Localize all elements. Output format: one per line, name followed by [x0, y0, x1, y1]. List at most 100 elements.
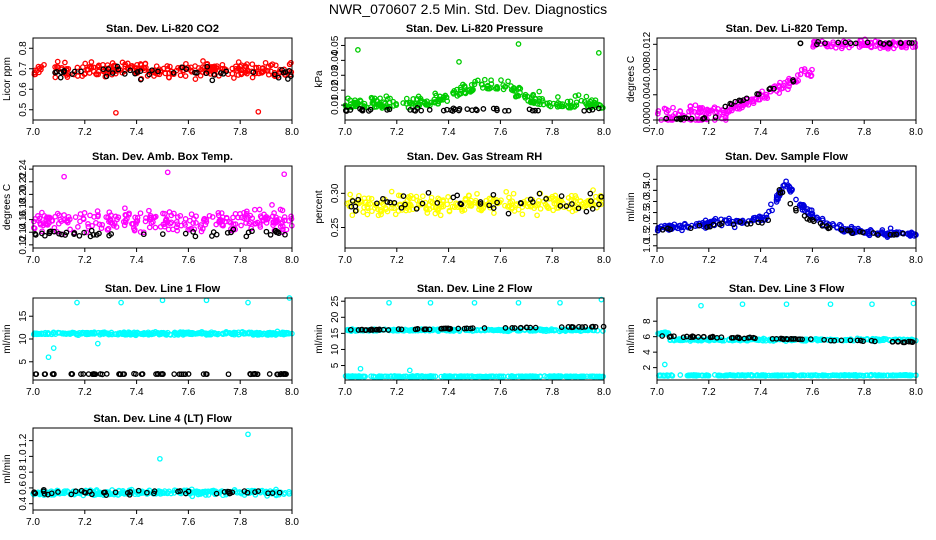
data-point	[468, 203, 475, 209]
data-point-reference	[569, 201, 575, 207]
x-tick-label: 7.6	[493, 255, 507, 266]
data-point	[122, 61, 128, 68]
data-point	[232, 221, 239, 227]
data-point-reference	[286, 67, 293, 74]
data-point	[202, 488, 209, 495]
x-tick-label: 7.0	[650, 387, 664, 398]
y-tick-label: 0.7	[18, 61, 29, 75]
data-point-reference	[906, 39, 913, 46]
data-point	[669, 372, 676, 379]
plot-frame	[32, 427, 293, 511]
x-tick-label: 7.4	[754, 255, 768, 266]
y-tick-label: 15	[18, 310, 29, 322]
data-point	[182, 73, 189, 79]
data-point-reference	[185, 371, 192, 377]
data-point	[81, 210, 88, 216]
data-point	[146, 224, 153, 231]
x-tick-label: 7.6	[805, 127, 819, 138]
data-point-reference	[535, 107, 541, 114]
data-point-reference	[480, 106, 487, 112]
y-tick-label: 2.5	[642, 205, 653, 219]
data-point	[505, 78, 511, 85]
data-point-reference	[849, 230, 856, 236]
data-point	[252, 491, 259, 498]
x-tick-label: 7.8	[545, 255, 559, 266]
data-point	[536, 88, 543, 95]
data-point	[491, 210, 497, 216]
data-point	[112, 213, 119, 220]
data-point	[827, 301, 834, 308]
data-point	[824, 40, 831, 47]
data-point-reference	[815, 38, 821, 45]
data-point	[665, 107, 671, 114]
panel-title: Stan. Dev. Li-820 CO2	[106, 23, 219, 35]
data-point-reference	[78, 68, 84, 75]
data-point	[498, 77, 504, 83]
data-point-reference	[502, 325, 509, 331]
data-point	[568, 103, 575, 110]
x-tick-label: 7.2	[702, 127, 716, 138]
data-point-reference	[90, 231, 97, 238]
x-tick-label: 7.0	[650, 127, 664, 138]
data-point-reference	[581, 107, 588, 114]
data-point-reference	[213, 490, 220, 497]
data-point	[539, 98, 546, 104]
data-point-reference	[217, 70, 224, 76]
data-point-reference	[870, 230, 877, 236]
data-point	[430, 373, 437, 380]
data-point	[378, 208, 385, 215]
data-point-reference	[203, 70, 210, 77]
data-point-reference	[192, 233, 199, 240]
data-point-reference	[81, 229, 87, 236]
data-point	[369, 208, 375, 215]
data-point	[126, 210, 132, 217]
x-tick-label: 8.0	[909, 127, 923, 138]
data-point-reference	[517, 324, 524, 331]
data-point	[432, 373, 439, 380]
data-point-reference	[728, 101, 735, 108]
data-point-reference	[696, 222, 703, 229]
data-point	[441, 93, 447, 100]
data-point	[547, 103, 554, 110]
x-tick-label: 7.8	[545, 387, 559, 398]
data-point	[192, 76, 199, 82]
data-point	[161, 223, 168, 230]
data-point	[115, 214, 122, 221]
data-point	[98, 225, 105, 232]
data-point	[137, 210, 144, 217]
data-point-reference	[704, 224, 710, 230]
data-point-reference	[159, 231, 166, 237]
data-point-reference	[103, 73, 110, 80]
data-point	[583, 93, 590, 100]
y-tick-label: 0.8	[18, 465, 29, 479]
y-tick-label: 0.4	[18, 496, 29, 510]
data-point	[444, 201, 451, 208]
y-tick-label: 0.03	[330, 65, 341, 85]
data-point-reference	[385, 327, 392, 333]
data-point-reference	[146, 71, 153, 78]
data-point-reference	[182, 371, 189, 378]
data-point	[780, 85, 786, 91]
data-point	[567, 98, 574, 105]
data-point	[494, 85, 501, 92]
data-point	[193, 213, 199, 220]
data-point-reference	[797, 40, 804, 47]
data-point	[502, 83, 509, 90]
x-tick-label: 7.6	[805, 255, 819, 266]
data-point	[515, 299, 522, 306]
plot-frame	[32, 37, 293, 121]
data-point-reference	[473, 106, 479, 113]
data-point-reference	[140, 231, 147, 238]
data-point-reference	[68, 491, 75, 498]
y-tick-label: 1.5	[642, 227, 653, 241]
data-point	[410, 96, 417, 102]
data-point	[288, 59, 294, 66]
data-point-reference	[252, 489, 258, 495]
data-point-reference	[592, 323, 599, 330]
data-point	[530, 91, 537, 98]
data-point-reference	[596, 201, 602, 208]
data-point	[577, 198, 584, 204]
data-point-reference	[502, 108, 508, 114]
x-tick-label: 7.0	[26, 387, 40, 398]
x-tick-label: 7.0	[26, 517, 40, 528]
